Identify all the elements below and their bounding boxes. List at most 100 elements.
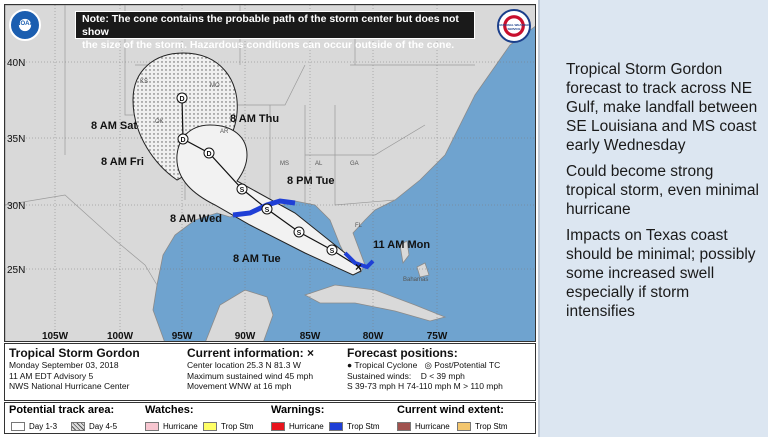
nws-logo-text: NATIONAL WEATHER SERVICE xyxy=(498,23,530,31)
mexico-border xyxy=(5,194,158,286)
fp-code: D xyxy=(179,96,184,103)
bahamas-label: Bahamas xyxy=(403,277,428,283)
fp-symbols: ● Tropical Cyclone ◎ Post/Potential TC xyxy=(347,360,501,370)
open-circle-icon: ◎ xyxy=(424,360,432,370)
hurricane-warning-label: Hurricane xyxy=(289,422,324,431)
ts-watch-swatch xyxy=(203,422,217,431)
map-canvas: × S S S S D D D xyxy=(5,5,535,342)
label-8am-wed: 8 AM Wed xyxy=(170,213,222,225)
fp-code: S xyxy=(330,248,335,255)
movement: Movement WNW at 16 mph xyxy=(187,381,292,391)
svg-text:85W: 85W xyxy=(300,331,321,342)
bullet-texas-impacts: Impacts on Texas coast should be minimal… xyxy=(566,227,756,320)
svg-text:80W: 80W xyxy=(363,331,384,342)
svg-text:75W: 75W xyxy=(427,331,448,342)
hurricane-watch-label: Hurricane xyxy=(163,422,198,431)
svg-text:KS: KS xyxy=(140,79,148,85)
svg-text:MO: MO xyxy=(210,83,220,89)
svg-text:AR: AR xyxy=(220,129,229,135)
ts-warning-label: Trop Stm xyxy=(347,422,380,431)
ts-warning-swatch xyxy=(329,422,343,431)
note-line2: the size of the storm. Hazardous conditi… xyxy=(82,39,455,51)
svg-text:90W: 90W xyxy=(235,331,256,342)
svg-text:40N: 40N xyxy=(7,58,25,69)
current-position-mark: × xyxy=(355,260,362,274)
watches-title: Watches: xyxy=(145,404,194,416)
bullet-intensity: Could become strong tropical storm, even… xyxy=(566,163,759,218)
day45-label: Day 4-5 xyxy=(89,422,118,431)
hurricane-wind-swatch xyxy=(397,422,411,431)
svg-text:105W: 105W xyxy=(42,331,69,342)
storm-info: Tropical Storm Gordon Monday September 0… xyxy=(9,346,140,392)
state-labels: KS MO OK AR MS AL GA FL xyxy=(140,79,363,229)
svg-text:MS: MS xyxy=(280,161,289,167)
hurricane-wind-label: Hurricane xyxy=(415,422,450,431)
label-8am-thu: 8 AM Thu xyxy=(230,113,279,125)
noaa-logo: NOAA xyxy=(9,9,41,41)
info-panel: Tropical Storm Gordon Monday September 0… xyxy=(4,343,536,401)
ts-watch-label: Trop Stm xyxy=(221,422,254,431)
noaa-logo-text: NOAA xyxy=(16,21,34,27)
svg-text:35N: 35N xyxy=(7,134,25,145)
bullet-track: Tropical Storm Gordon forecast to track … xyxy=(566,61,758,154)
fp-code: D xyxy=(206,151,211,158)
day13-label: Day 1-3 xyxy=(29,422,58,431)
label-8am-sat: 8 AM Sat xyxy=(91,120,137,132)
label-11am-mon: 11 AM Mon xyxy=(373,239,430,251)
track-area-title: Potential track area: xyxy=(9,404,115,416)
lat-labels: 40N 35N 30N 25N xyxy=(7,58,25,276)
forecast-positions-title: Forecast positions: xyxy=(347,346,458,360)
warnings-title: Warnings: xyxy=(271,404,325,416)
fp-code: D xyxy=(180,137,185,144)
svg-text:AL: AL xyxy=(315,161,323,167)
lon-labels: 105W 100W 95W 90W 85W 80W 75W xyxy=(42,331,448,342)
wind-extent-title: Current wind extent: xyxy=(397,404,504,416)
label-8am-fri: 8 AM Fri xyxy=(101,156,144,168)
svg-text:100W: 100W xyxy=(107,331,134,342)
svg-text:95W: 95W xyxy=(172,331,193,342)
advisory-number: 11 AM EDT Advisory 5 xyxy=(9,370,94,381)
forecast-point-codes: S S S S D D D xyxy=(179,96,334,255)
nws-logo: NATIONAL WEATHER SERVICE xyxy=(497,9,531,43)
storm-name: Tropical Storm Gordon xyxy=(9,346,140,360)
land-yucatan xyxy=(205,289,274,341)
label-8am-tue: 8 AM Tue xyxy=(233,253,281,265)
hurricane-watch-swatch xyxy=(145,422,159,431)
slide-bullets: Tropical Storm Gordon forecast to track … xyxy=(566,60,762,328)
current-info: Current information: × Center location 2… xyxy=(187,346,314,392)
svg-text:FL: FL xyxy=(355,223,363,229)
forecast-labels: 11 AM Mon 8 AM Tue 8 PM Tue 8 AM Wed 8 A… xyxy=(91,113,430,265)
day13-swatch xyxy=(11,422,25,431)
forecast-points xyxy=(176,92,338,256)
forecast-positions-key: Forecast positions: ● Tropical Cyclone ◎… xyxy=(347,346,503,392)
advisory-date: Monday September 03, 2018 xyxy=(9,360,119,370)
center-location: Center location 25.3 N 81.3 W xyxy=(187,360,301,370)
hurricane-warning-swatch xyxy=(271,422,285,431)
land-us xyxy=(5,5,535,341)
legend-panel: Potential track area: Day 1-3 Day 4-5 Wa… xyxy=(4,402,536,434)
ts-wind-label: Trop Stm xyxy=(475,422,508,431)
fp-wind-categories: S 39-73 mph H 74-110 mph M > 110 mph xyxy=(347,381,503,391)
filled-circle-icon: ● xyxy=(347,360,353,370)
ts-wind-swatch xyxy=(457,422,471,431)
forecast-map: × S S S S D D D xyxy=(4,4,536,342)
land-cuba xyxy=(303,284,447,322)
forecast-graphic: × S S S S D D D xyxy=(0,0,540,437)
issuing-center: NWS National Hurricane Center xyxy=(9,381,130,391)
max-wind: Maximum sustained wind 45 mph xyxy=(187,370,314,381)
cone-day13 xyxy=(176,124,362,276)
ts-warning-florida xyxy=(343,251,375,270)
fp-code: S xyxy=(240,187,245,194)
fp-wind-scale: Sustained winds: D < 39 mph xyxy=(347,370,465,381)
svg-text:30N: 30N xyxy=(7,201,25,212)
land-bahamas xyxy=(399,240,430,278)
svg-text:25N: 25N xyxy=(7,265,25,276)
note-line1: Note: The cone contains the probable pat… xyxy=(82,13,459,38)
fp-code: S xyxy=(297,230,302,237)
svg-text:OK: OK xyxy=(155,119,164,125)
svg-text:GA: GA xyxy=(350,161,359,167)
cone-note: Note: The cone contains the probable pat… xyxy=(75,11,475,51)
label-8pm-tue: 8 PM Tue xyxy=(287,175,334,187)
current-info-title: Current information: × xyxy=(187,346,315,360)
